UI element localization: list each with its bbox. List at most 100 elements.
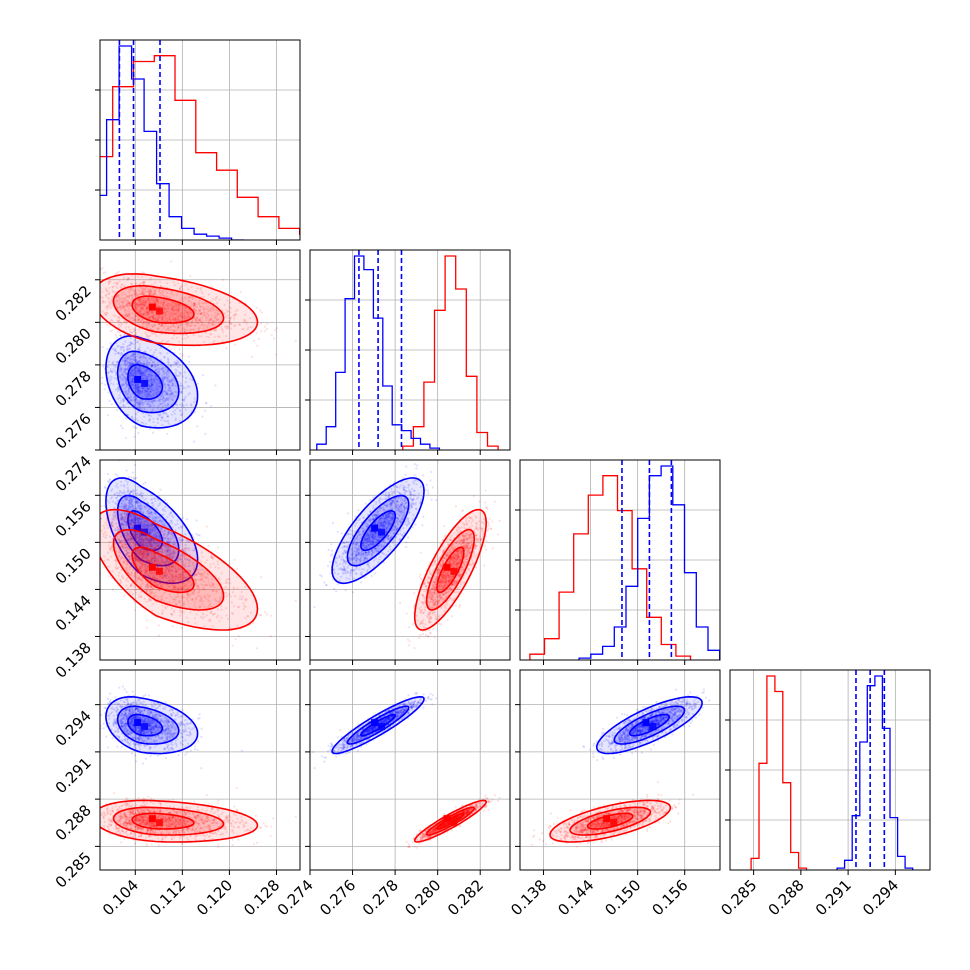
scatter-point <box>178 304 181 307</box>
scatter-point <box>106 472 109 476</box>
scatter-point <box>145 300 148 303</box>
scatter-point <box>166 415 169 418</box>
scatter-point <box>128 311 131 315</box>
scatter-point <box>146 537 149 540</box>
scatter-point <box>129 364 132 367</box>
scatter-point <box>130 383 133 386</box>
scatter-point <box>162 301 165 304</box>
scatter-point <box>117 295 120 298</box>
scatter-point <box>125 321 128 324</box>
scatter-point <box>152 377 156 381</box>
scatter-point <box>136 315 139 318</box>
scatter-point <box>170 392 173 395</box>
scatter-point <box>129 514 132 517</box>
scatter-point <box>138 303 141 306</box>
scatter-point <box>183 296 186 299</box>
scatter-point <box>149 370 152 373</box>
scatter-point <box>163 575 166 578</box>
scatter-point <box>142 321 145 324</box>
scatter-point <box>165 397 168 400</box>
scatter-point <box>134 399 138 402</box>
scatter-point <box>132 478 135 481</box>
scatter-point <box>126 358 129 361</box>
scatter-point <box>167 389 170 392</box>
scatter-point <box>164 407 168 410</box>
scatter-point <box>110 370 113 373</box>
scatter-point <box>165 560 168 563</box>
scatter-point <box>138 373 141 376</box>
scatter-point <box>127 508 130 511</box>
scatter-point <box>122 519 125 522</box>
scatter-point <box>179 323 182 326</box>
scatter-point <box>134 521 137 525</box>
scatter-point <box>130 521 133 524</box>
scatter-point <box>108 379 111 382</box>
scatter-point <box>193 324 197 327</box>
scatter-point <box>150 365 153 368</box>
scatter-point <box>166 369 169 372</box>
scatter-point <box>156 406 159 410</box>
scatter-point <box>160 367 163 371</box>
scatter-point <box>178 364 181 367</box>
scatter-point <box>143 326 146 329</box>
scatter-point <box>153 351 156 354</box>
scatter-point <box>130 519 133 523</box>
scatter-point <box>160 329 163 333</box>
scatter-point <box>186 313 189 316</box>
scatter-point <box>113 364 116 367</box>
scatter-point <box>274 353 277 356</box>
scatter-point <box>156 371 159 374</box>
scatter-point <box>174 395 177 398</box>
scatter-point <box>77 281 79 283</box>
scatter-point <box>109 342 112 345</box>
scatter-point <box>133 373 136 376</box>
scatter-point <box>157 544 160 548</box>
scatter-point <box>175 362 178 365</box>
scatter-point <box>136 384 139 387</box>
scatter-point <box>166 352 169 355</box>
scatter-point <box>206 317 209 320</box>
scatter-point <box>199 312 202 315</box>
scatter-point <box>156 381 159 384</box>
scatter-point <box>150 299 153 302</box>
scatter-point <box>147 365 150 368</box>
scatter-point <box>142 292 145 295</box>
scatter-point <box>101 320 104 324</box>
scatter-point <box>145 368 148 371</box>
scatter-point <box>152 557 155 561</box>
scatter-point <box>152 323 155 326</box>
scatter-point <box>144 400 148 403</box>
scatter-point <box>260 311 263 314</box>
scatter-point <box>139 370 142 373</box>
scatter-point <box>133 343 136 346</box>
scatter-point <box>135 372 138 375</box>
panel-content <box>310 250 510 450</box>
scatter-point <box>118 316 121 319</box>
scatter-point <box>136 382 139 385</box>
scatter-point <box>139 401 142 404</box>
scatter-point <box>140 275 143 278</box>
scatter-point <box>143 271 146 274</box>
scatter-point <box>171 384 174 387</box>
scatter-point <box>232 314 235 317</box>
scatter-point <box>177 374 180 377</box>
scatter-point <box>146 311 149 314</box>
scatter-point <box>184 544 187 547</box>
scatter-point <box>180 390 183 393</box>
scatter-point <box>196 425 199 428</box>
scatter-point <box>136 516 139 520</box>
scatter-point <box>166 320 169 323</box>
scatter-point <box>162 413 165 416</box>
y-tick-label: 0.276 <box>52 410 95 453</box>
scatter-point <box>139 518 142 521</box>
scatter-point <box>138 373 141 376</box>
scatter-point <box>148 385 151 389</box>
scatter-point <box>127 506 131 509</box>
scatter-point <box>171 552 174 555</box>
scatter-point <box>194 318 197 321</box>
scatter-point <box>176 310 179 313</box>
scatter-point <box>133 418 136 421</box>
scatter-point <box>145 326 149 329</box>
scatter-point <box>185 323 188 326</box>
scatter-point <box>128 361 131 364</box>
